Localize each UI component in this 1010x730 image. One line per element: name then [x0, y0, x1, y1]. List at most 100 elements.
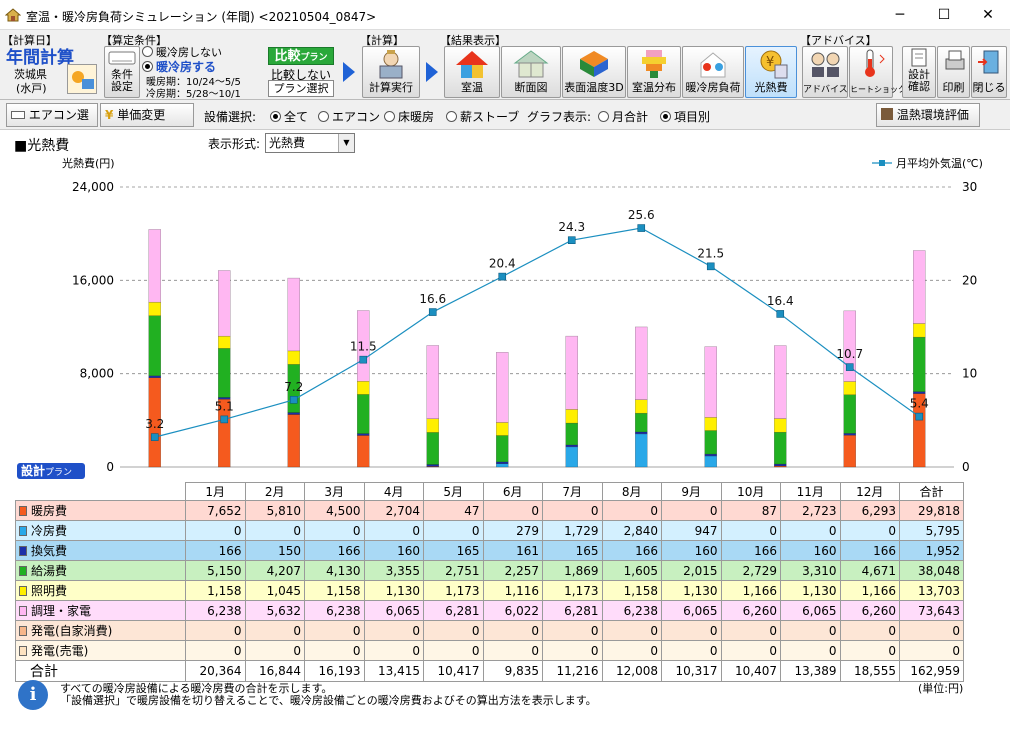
- calc-run-button[interactable]: 計算実行: [362, 46, 420, 98]
- bar-segment: [843, 434, 856, 468]
- bar-segment: [287, 414, 300, 468]
- equip-all[interactable]: 全て: [270, 108, 308, 125]
- temp-distribution-icon: [642, 50, 666, 78]
- equip-all-dot[interactable]: [270, 111, 281, 122]
- chevron-down-icon: ▼: [338, 134, 354, 152]
- radio-no-ac-dot[interactable]: [142, 46, 153, 57]
- close-window-button[interactable]: ✕: [982, 7, 994, 23]
- y-tick-label: 24,000: [72, 180, 114, 194]
- advice-label-text: アドバイス: [803, 85, 848, 95]
- equip-aircon[interactable]: エアコン: [318, 108, 380, 125]
- minimize-button[interactable]: ─: [895, 7, 905, 23]
- print-button[interactable]: 印刷: [937, 46, 970, 98]
- row-label: 発電(売電): [15, 640, 186, 661]
- y2-tick-label: 0: [962, 460, 970, 474]
- result-surface-3d-button[interactable]: 表面温度3D: [562, 46, 626, 98]
- table-cell: 6,281: [423, 600, 484, 621]
- table-cell: 2,257: [482, 560, 543, 581]
- equip-floor-heating-label: 床暖房: [398, 110, 435, 124]
- temperature-label: 20.4: [489, 257, 516, 271]
- display-format-label: 表示形式:: [208, 137, 261, 151]
- radio-no-ac[interactable]: 暖冷房しない: [142, 44, 222, 60]
- graph-by-item[interactable]: 項目別: [660, 108, 710, 125]
- bar-segment: [913, 336, 926, 392]
- aircon-icon: [108, 51, 136, 65]
- table-header-cell: 合計: [899, 482, 964, 501]
- document-icon: [911, 48, 927, 67]
- table-corner: [15, 482, 186, 501]
- equip-floor-heating-dot[interactable]: [384, 111, 395, 122]
- result-temp-distribution-button[interactable]: 室温分布: [627, 46, 681, 98]
- table-cell: 5,150: [185, 560, 246, 581]
- bar-segment: [287, 277, 300, 352]
- table-cell: 0: [423, 620, 484, 641]
- result-utility-cost-button[interactable]: ¥ 光熱費: [745, 46, 797, 98]
- book-icon: [881, 108, 893, 120]
- window-title: 室温・暖冷房負荷シミュレーション (年間) <20210504_0847>: [26, 10, 377, 24]
- y-tick-label: 16,000: [72, 273, 114, 287]
- temperature-label: 3.2: [145, 417, 164, 431]
- table-cell: 0: [482, 640, 543, 661]
- bar-segment: [913, 391, 926, 394]
- bar-segment: [913, 250, 926, 324]
- result-room-temp-label: 室温: [461, 81, 483, 94]
- temperature-point: [776, 310, 785, 318]
- graph-monthly-total[interactable]: 月合計: [598, 108, 648, 125]
- radio-ac[interactable]: 暖冷房する: [142, 58, 216, 75]
- advice-button[interactable]: アドバイス: [802, 46, 848, 98]
- heat-shock-button[interactable]: ヒートショック: [849, 46, 906, 98]
- exit-door-icon: [978, 50, 999, 74]
- bar-segment: [357, 433, 370, 436]
- bar-segment: [148, 301, 161, 316]
- aircon-select-button[interactable]: エアコン選択: [6, 103, 98, 144]
- equip-floor-heating[interactable]: 床暖房: [384, 108, 434, 125]
- table-cell: 0: [423, 520, 484, 541]
- table-cell: 0: [542, 500, 603, 521]
- table-cell: 166: [304, 540, 365, 561]
- close-app-button[interactable]: 閉じる: [971, 46, 1007, 98]
- maximize-button[interactable]: ☐: [937, 7, 951, 23]
- graph-monthly-total-dot[interactable]: [598, 111, 609, 122]
- compare-button[interactable]: 比較プラン: [268, 47, 334, 65]
- calc-label: 【計算】: [360, 34, 404, 47]
- table-cell: 279: [482, 520, 543, 541]
- bar-segment: [774, 418, 787, 433]
- y2-tick-label: 20: [962, 273, 977, 287]
- graph-by-item-dot[interactable]: [660, 111, 671, 122]
- display-format-select[interactable]: 光熱費 ▼: [265, 133, 355, 153]
- table-cell: 165: [542, 540, 603, 561]
- y-tick-label: 8,000: [80, 367, 114, 381]
- table-cell: 0: [185, 520, 246, 541]
- design-confirm-button[interactable]: 設計確認: [902, 46, 936, 98]
- radio-ac-dot[interactable]: [142, 61, 153, 72]
- table-cell: 47: [423, 500, 484, 521]
- result-load-button[interactable]: 暖冷房負荷: [682, 46, 744, 98]
- bar-segment: [426, 345, 439, 419]
- bar-segment: [287, 350, 300, 365]
- table-cell: 2,729: [720, 560, 781, 581]
- bar-segment: [357, 394, 370, 434]
- equip-aircon-dot[interactable]: [318, 111, 329, 122]
- app-icon: [4, 7, 22, 23]
- total-cell: 10,407: [720, 660, 781, 682]
- equip-wood-stove-dot[interactable]: [446, 111, 457, 122]
- thermal-env-button[interactable]: 温熱環境評価: [876, 103, 980, 127]
- close-app-label: 閉じる: [972, 81, 1006, 94]
- region-map-icon[interactable]: [67, 64, 97, 94]
- unit-price-button[interactable]: ¥ 単価変更: [100, 103, 194, 127]
- result-section-button[interactable]: 断面図: [501, 46, 561, 98]
- bar-segment: [704, 455, 717, 468]
- temperature-point: [637, 224, 646, 232]
- plan-select-button[interactable]: プラン選択: [268, 80, 334, 97]
- region-sub-label: (水戸): [16, 82, 47, 95]
- condition-settings-button[interactable]: 条件設定: [104, 46, 140, 98]
- bar-segment: [843, 394, 856, 434]
- cost-table: 1月 2月 3月 4月 5月 6月 7月 8月 9月 10月 11月 12月 合計 暖房費 7,652 5,…: [15, 482, 964, 682]
- result-room-temp-button[interactable]: 室温: [444, 46, 500, 98]
- bar-segment: [774, 431, 787, 465]
- table-cell: 160: [780, 540, 841, 561]
- bar-segment: [913, 323, 926, 338]
- equip-wood-stove[interactable]: 薪ストーブ: [446, 108, 519, 125]
- temperature-label: 10.7: [836, 347, 863, 361]
- table-cell: 150: [244, 540, 305, 561]
